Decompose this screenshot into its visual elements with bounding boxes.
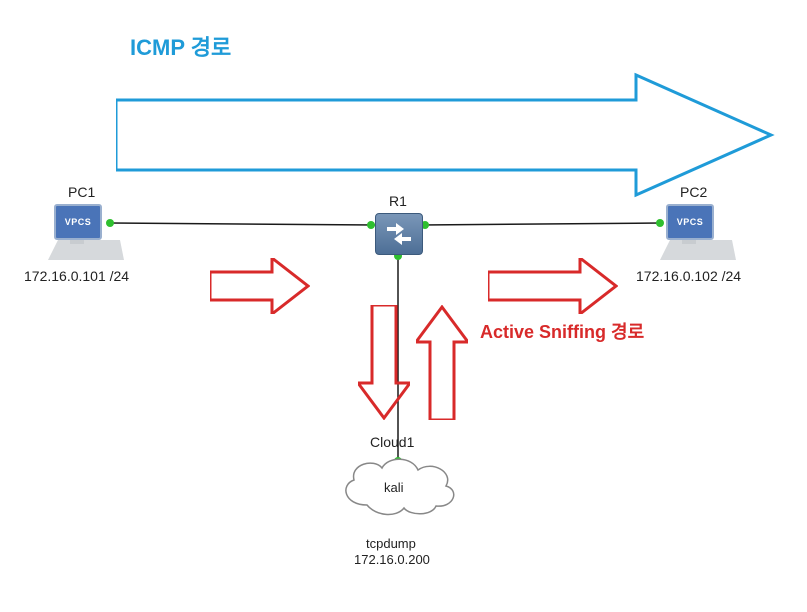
pc1-label: PC1	[68, 184, 95, 200]
pc1-badge: VPCS	[54, 204, 102, 240]
conn-dot	[367, 221, 375, 229]
pc2-ip: 172.16.0.102 /24	[636, 268, 741, 284]
node-pc2: VPCS	[660, 204, 722, 260]
red-arrow-up	[416, 305, 468, 420]
red-arrow-down	[358, 305, 410, 420]
node-pc1: VPCS	[48, 204, 110, 260]
node-r1	[375, 213, 423, 255]
red-arrow-left	[210, 258, 310, 314]
pc2-label: PC2	[680, 184, 707, 200]
cloud-caption2: 172.16.0.200	[354, 552, 430, 567]
cloud-inner: kali	[384, 480, 404, 495]
red-arrow-right	[488, 258, 618, 314]
r1-label: R1	[389, 193, 407, 209]
router-arrows-icon	[384, 221, 414, 247]
pc2-badge: VPCS	[666, 204, 714, 240]
cloud-label: Cloud1	[370, 434, 414, 450]
cloud-caption1: tcpdump	[366, 536, 416, 551]
pc1-ip: 172.16.0.101 /24	[24, 268, 129, 284]
title-sniffing: Active Sniffing 경로	[480, 318, 644, 344]
